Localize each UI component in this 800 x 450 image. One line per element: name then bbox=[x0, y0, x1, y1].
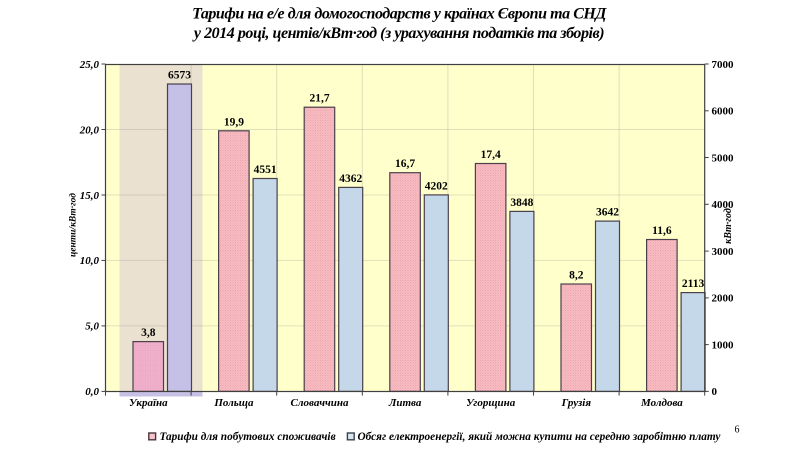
svg-text:7000: 7000 bbox=[712, 59, 735, 71]
svg-text:Литва: Литва bbox=[388, 397, 422, 409]
svg-text:20,0: 20,0 bbox=[79, 124, 100, 136]
svg-text:4202: 4202 bbox=[425, 180, 448, 192]
svg-text:10,0: 10,0 bbox=[80, 255, 100, 267]
svg-text:Україна: Україна bbox=[129, 397, 168, 409]
svg-text:19,9: 19,9 bbox=[224, 116, 244, 128]
svg-text:2113: 2113 bbox=[682, 278, 705, 290]
svg-text:3,8: 3,8 bbox=[141, 327, 156, 339]
svg-text:центи/кВт·год: центи/кВт·год bbox=[68, 193, 79, 257]
svg-text:Угорщина: Угорщина bbox=[466, 397, 516, 409]
svg-text:3848: 3848 bbox=[510, 197, 533, 209]
svg-text:15,0: 15,0 bbox=[80, 190, 100, 202]
svg-text:5,0: 5,0 bbox=[85, 321, 99, 333]
svg-text:Грузія: Грузія bbox=[561, 397, 592, 409]
svg-text:11,6: 11,6 bbox=[652, 225, 672, 237]
svg-text:25,0: 25,0 bbox=[79, 59, 100, 71]
svg-text:кВт·год: кВт·год bbox=[723, 208, 734, 244]
svg-text:Тарифи на е/е для домогосподар: Тарифи на е/е для домогосподарств у краї… bbox=[192, 6, 607, 23]
svg-text:Обсяг електроенергії, який мож: Обсяг електроенергії, який можна купити … bbox=[358, 431, 722, 443]
svg-text:3642: 3642 bbox=[596, 207, 619, 219]
svg-text:4000: 4000 bbox=[712, 199, 735, 211]
svg-text:2000: 2000 bbox=[712, 293, 735, 305]
svg-text:Словаччина: Словаччина bbox=[291, 397, 349, 409]
svg-text:Польща: Польща bbox=[213, 397, 254, 409]
svg-text:16,7: 16,7 bbox=[395, 158, 415, 170]
svg-text:17,4: 17,4 bbox=[481, 149, 501, 161]
svg-text:Тарифи для побутових споживачі: Тарифи для побутових споживачів bbox=[160, 431, 336, 443]
svg-text:1000: 1000 bbox=[712, 339, 735, 351]
svg-text:0,0: 0,0 bbox=[85, 386, 99, 398]
svg-text:6573: 6573 bbox=[168, 70, 191, 82]
svg-text:6: 6 bbox=[735, 425, 740, 436]
svg-text:5000: 5000 bbox=[712, 152, 735, 164]
svg-text:у 2014 році, центів/кВт·год (з: у 2014 році, центів/кВт·год (з урахуванн… bbox=[192, 25, 604, 42]
svg-text:4551: 4551 bbox=[254, 164, 277, 176]
svg-text:Молдова: Молдова bbox=[640, 397, 683, 409]
svg-text:21,7: 21,7 bbox=[309, 93, 329, 105]
svg-text:4362: 4362 bbox=[339, 173, 362, 185]
svg-text:0: 0 bbox=[712, 386, 718, 398]
svg-text:8,2: 8,2 bbox=[569, 270, 584, 282]
svg-text:6000: 6000 bbox=[712, 106, 735, 118]
svg-text:3000: 3000 bbox=[712, 246, 735, 258]
